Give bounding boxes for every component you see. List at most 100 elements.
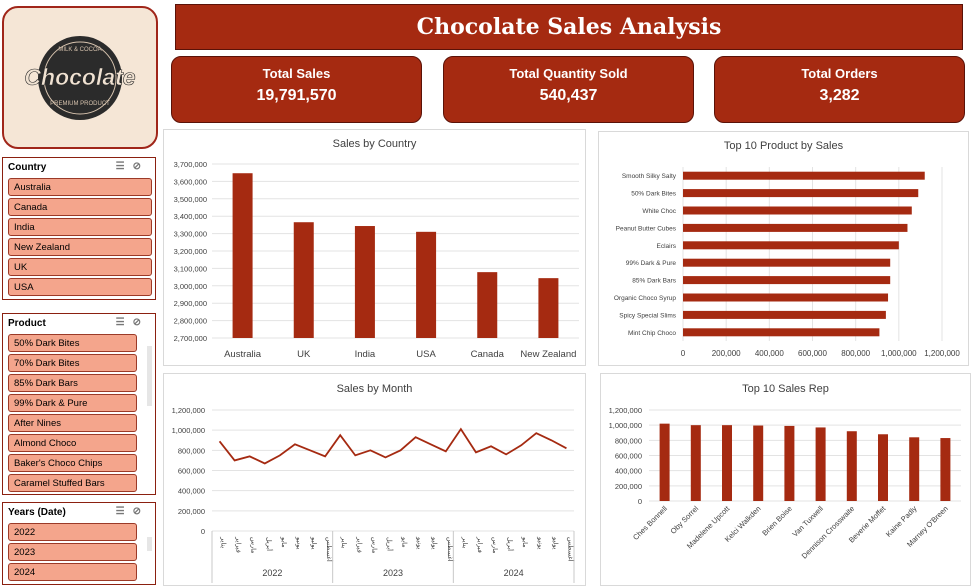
slicer-product: Product ☰⊘ 50% Dark Bites 70% Dark Bites… [2, 313, 156, 495]
sales-by-country-svg: 2,700,000 2,800,000 2,900,000 3,000,000 3,10… [174, 160, 579, 360]
slicer-item[interactable]: UK [8, 258, 152, 276]
month-label: مايو [401, 536, 409, 548]
y-tick-label: 85% Dark Bars [632, 278, 676, 285]
y-tick-label: 1,000,000 [172, 426, 205, 435]
y-tick-label: 1,000,000 [609, 421, 642, 430]
y-tick-label: 800,000 [178, 446, 205, 455]
y-tick-label: 2,900,000 [174, 299, 207, 308]
bar [784, 425, 795, 501]
slicer-item[interactable]: 99% Dark & Pure [8, 394, 137, 412]
kpi-label: Total Quantity Sold [509, 66, 628, 81]
slicer-scrollbar[interactable] [147, 537, 152, 551]
year-label: 2022 [262, 568, 282, 578]
slicer-scrollbar[interactable] [147, 346, 152, 406]
x-tick-label: 0 [681, 349, 686, 358]
y-tick-label: 3,000,000 [174, 282, 207, 291]
slicer-title: Country [8, 162, 47, 173]
logo-top-text: MILK & COCOA [58, 47, 101, 53]
x-tick-label: Brien Boise [760, 504, 793, 537]
y-tick-label: 600,000 [178, 467, 205, 476]
slicer-item[interactable]: 2023 [8, 543, 137, 561]
y-tick-label: Mint Chip Choco [628, 330, 676, 337]
y-tick-label: Organic Choco Syrup [614, 295, 677, 302]
slicer-item[interactable]: USA [8, 278, 152, 296]
y-tick-label: 400,000 [178, 487, 205, 496]
clear-filter-icon[interactable]: ⊘ [132, 317, 149, 328]
y-tick-label: 400,000 [615, 467, 642, 476]
slicer-item[interactable]: After Nines [8, 414, 137, 432]
y-tick-label: Eclairs [656, 243, 676, 250]
x-tick-label: Dennison Crosswaite [800, 504, 856, 560]
y-tick-label: 3,300,000 [174, 230, 207, 239]
slicer-item[interactable]: 85% Dark Bars [8, 374, 137, 392]
month-label: أغسطس [446, 537, 456, 562]
bar [293, 222, 314, 338]
y-tick-label: 0 [638, 497, 642, 506]
y-tick-label: 3,100,000 [174, 264, 207, 273]
month-label: يوليو [310, 536, 318, 550]
slicer-item[interactable]: Australia [8, 178, 152, 196]
bar [683, 206, 912, 215]
multi-select-icon[interactable]: ☰ [115, 161, 133, 172]
y-tick-label: 600,000 [615, 452, 642, 461]
month-label: يونيو [536, 536, 543, 549]
x-tick-label: 1,000,000 [881, 349, 917, 358]
bar [659, 423, 670, 501]
y-tick-label: 0 [201, 527, 205, 536]
month-label: مايو [521, 536, 529, 548]
bar [683, 293, 889, 302]
bar [940, 438, 951, 501]
bar [753, 425, 764, 501]
y-tick-label: 3,200,000 [174, 247, 207, 256]
bar [683, 258, 891, 267]
y-tick-label: Peanut Butter Cubes [616, 225, 677, 232]
slicer-item[interactable]: Canada [8, 198, 152, 216]
sales-line [218, 427, 567, 465]
bar [846, 431, 857, 501]
x-tick-label: 1,200,000 [924, 349, 960, 358]
logo-main-text: Chocolate [24, 64, 135, 90]
slicer-title: Years (Date) [8, 507, 66, 518]
slicer-item[interactable]: Caramel Stuffed Bars [8, 474, 137, 492]
bar [683, 241, 899, 250]
kpi-label: Total Sales [262, 66, 331, 81]
y-tick-label: 200,000 [615, 482, 642, 491]
dashboard-title: Chocolate Sales Analysis [175, 4, 963, 50]
bar [232, 173, 253, 338]
bar [354, 226, 375, 338]
bar [722, 425, 732, 501]
slicer-item[interactable]: 70% Dark Bites [8, 354, 137, 372]
y-tick-label: 3,600,000 [174, 177, 207, 186]
slicer-item[interactable]: Almond Choco [8, 434, 137, 452]
month-label: فبراير [235, 536, 243, 553]
chart-title: Top 10 Product by Sales [723, 140, 844, 152]
slicer-item[interactable]: 50% Dark Bites [8, 334, 137, 352]
slicer-item[interactable]: India [8, 218, 152, 236]
chart-sales-by-month: Sales by Month 0 200,000 400,000 600,000 800… [163, 373, 586, 586]
x-tick-label: New Zealand [520, 349, 576, 360]
x-tick-label: India [355, 349, 376, 360]
slicer-item[interactable]: New Zealand [8, 238, 152, 256]
y-tick-label: White Choc [642, 208, 676, 215]
bar [683, 276, 891, 285]
multi-select-icon[interactable]: ☰ [115, 506, 133, 517]
slicer-item[interactable]: 2022 [8, 523, 137, 541]
clear-filter-icon[interactable]: ⊘ [132, 161, 149, 172]
month-label: فبراير [355, 536, 363, 553]
month-label: أبريل [265, 537, 275, 551]
clear-filter-icon[interactable]: ⊘ [132, 506, 149, 517]
y-tick-label: 200,000 [178, 507, 205, 516]
y-tick-label: 2,700,000 [174, 334, 207, 343]
bar [683, 171, 925, 180]
multi-select-icon[interactable]: ☰ [115, 317, 133, 328]
kpi-total-orders: Total Orders 3,282 [714, 56, 965, 123]
y-tick-label: 2,800,000 [174, 317, 207, 326]
kpi-value: 540,437 [539, 87, 598, 104]
slicer-item[interactable]: 2024 [8, 563, 137, 581]
chart-title: Sales by Month [336, 383, 413, 395]
month-label: مارس [250, 537, 258, 554]
month-label: يناير [461, 536, 469, 548]
month-label: يناير [220, 536, 228, 548]
slicer-item[interactable]: Baker's Choco Chips [8, 454, 137, 472]
month-label: أبريل [506, 537, 516, 551]
